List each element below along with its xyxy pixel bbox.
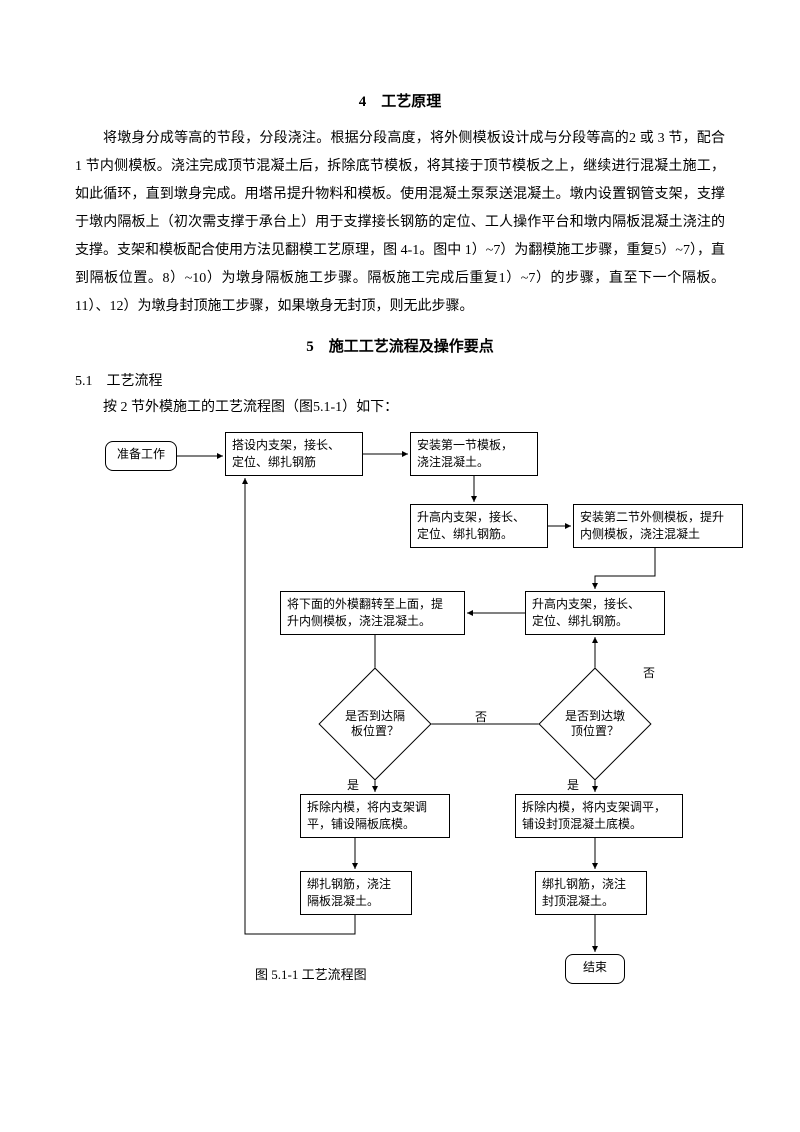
flow-node-n_raise1: 升高内支架，接长、定位、绑扎钢筋。 xyxy=(410,504,548,548)
edge-label-l_shi2: 是 xyxy=(567,776,579,793)
edge-label-l_shi1: 是 xyxy=(347,776,359,793)
flow-node-d_geban: 是否到达隔板位置？ xyxy=(335,684,415,764)
intro-5-1: 按 2 节外模施工的工艺流程图（图5.1-1）如下： xyxy=(75,396,725,416)
flow-node-d_top: 是否到达墩顶位置？ xyxy=(555,684,635,764)
edge-label-l_fou2: 否 xyxy=(643,664,655,681)
flow-node-n_setup: 搭设内支架，接长、定位、绑扎钢筋 xyxy=(225,432,363,476)
heading-4: 4 工艺原理 xyxy=(75,90,725,111)
flow-node-n_raise2: 升高内支架，接长、定位、绑扎钢筋。 xyxy=(525,591,665,635)
flow-node-n_prep: 准备工作 xyxy=(105,441,177,471)
flow-node-n_pour1: 绑扎钢筋，浇注隔板混凝土。 xyxy=(300,871,412,915)
paragraph-4: 将墩身分成等高的节段，分段浇注。根据分段高度，将外侧模板设计成与分段等高的2 或… xyxy=(75,125,725,321)
flow-node-n_pour2: 绑扎钢筋，浇注封顶混凝土。 xyxy=(535,871,647,915)
flow-node-n_inst2: 安装第二节外侧模板，提升内侧模板，浇注混凝土 xyxy=(573,504,743,548)
flow-caption: 图 5.1-1 工艺流程图 xyxy=(255,964,367,983)
flowchart: 图 5.1-1 工艺流程图 准备工作 搭设内支架，接长、定位、绑扎钢筋 安装第一节模… xyxy=(95,426,745,1016)
flow-node-n_rm1: 拆除内模，将内支架调平，铺设隔板底模。 xyxy=(300,794,450,838)
flow-node-n_end: 结束 xyxy=(565,954,625,984)
edge-label-l_fou1: 否 xyxy=(475,708,487,725)
flow-node-n_inst1: 安装第一节模板，浇注混凝土。 xyxy=(410,432,538,476)
heading-5: 5 施工工艺流程及操作要点 xyxy=(75,335,725,356)
flow-node-n_flip: 将下面的外模翻转至上面，提升内侧模板，浇注混凝土。 xyxy=(280,591,465,635)
flow-node-n_rm2: 拆除内模，将内支架调平，铺设封顶混凝土底模。 xyxy=(515,794,683,838)
page: 4 工艺原理 将墩身分成等高的节段，分段浇注。根据分段高度，将外侧模板设计成与分… xyxy=(0,0,800,1132)
heading-5-1: 5.1 工艺流程 xyxy=(75,370,725,390)
